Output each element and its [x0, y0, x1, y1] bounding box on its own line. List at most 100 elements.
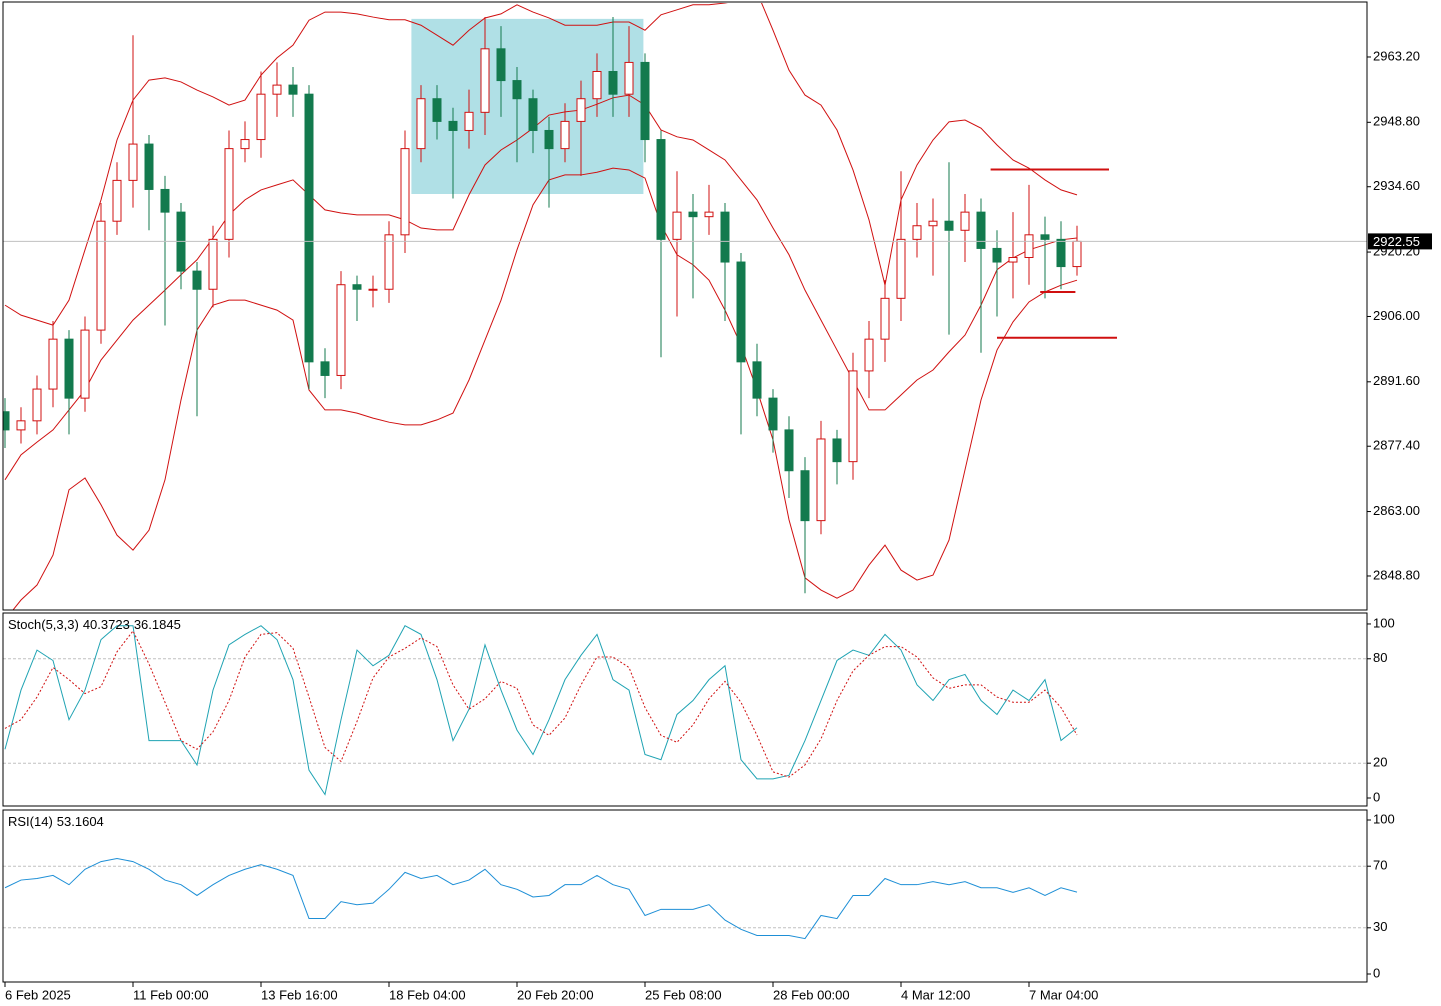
candle-body — [496, 48, 506, 82]
candle-body — [912, 225, 922, 240]
y-tick-label: 2863.00 — [1373, 503, 1420, 518]
candle-body — [864, 338, 874, 372]
band-middle — [4, 94, 1078, 481]
candle-body — [1024, 234, 1034, 259]
candle-body — [624, 61, 634, 95]
x-tick-label: 18 Feb 04:00 — [389, 987, 466, 1002]
candle-body — [944, 220, 954, 231]
x-tick-label: 11 Feb 00:00 — [133, 987, 209, 1002]
indicator-value: 53.1604 — [57, 814, 104, 829]
candle-body — [288, 84, 298, 95]
x-tick-label: 28 Feb 00:00 — [773, 987, 850, 1002]
candle-body — [512, 80, 522, 100]
candle-body — [320, 361, 330, 376]
candle-body — [896, 238, 906, 299]
candle-body — [464, 111, 474, 131]
candle-body — [1040, 234, 1050, 240]
y-tick-label: 2920.20 — [1373, 243, 1420, 258]
y-tick-label: 2934.60 — [1373, 178, 1420, 193]
candle-body — [960, 211, 970, 231]
candle-body — [576, 98, 586, 122]
candle-body — [720, 211, 730, 263]
candle-body — [640, 61, 650, 141]
indicator-value: 40.3723 — [83, 617, 130, 632]
y-tick-label: 70 — [1373, 858, 1387, 873]
x-tick-label: 7 Mar 04:00 — [1029, 987, 1098, 1002]
candle-body — [1072, 240, 1082, 268]
indicator-value: RSI(14) — [8, 814, 53, 829]
candle-body — [656, 139, 666, 240]
panel-border — [2, 809, 1368, 983]
y-tick-label: 100 — [1373, 615, 1395, 630]
indicator-value: Stoch(5,3,3) — [8, 617, 79, 632]
candle-body — [608, 70, 618, 95]
candle-body — [832, 438, 842, 463]
y-tick-label: 0 — [1373, 965, 1380, 980]
candle-body — [16, 420, 26, 431]
plot-area — [3, 625, 1367, 796]
price-box — [1368, 233, 1432, 250]
indicator-value: 36.1845 — [134, 617, 181, 632]
candle-body — [208, 238, 218, 290]
candle-body — [192, 270, 202, 290]
x-tick-label: 13 Feb 16:00 — [261, 987, 338, 1002]
x-tick-label: 20 Feb 20:00 — [517, 987, 594, 1002]
panel-border — [2, 612, 1368, 807]
band-lower — [12, 167, 1078, 610]
candle-body — [400, 148, 410, 236]
candle-body — [224, 148, 234, 240]
candle-body — [416, 98, 426, 150]
candle-body — [352, 284, 362, 290]
indicator-title: RSI(14) 53.1604 — [8, 814, 104, 829]
candle-body — [592, 70, 602, 100]
candle-body — [432, 98, 442, 122]
candle-body — [144, 143, 154, 190]
candle-body — [336, 284, 346, 376]
candle-body — [752, 361, 762, 399]
candle-body — [784, 429, 794, 472]
candle-body — [560, 120, 570, 150]
candle-body — [800, 470, 810, 522]
y-tick-label: 20 — [1373, 755, 1387, 770]
candle-body — [992, 247, 1002, 263]
y-tick-label: 2906.00 — [1373, 308, 1420, 323]
y-tick-label: 30 — [1373, 919, 1387, 934]
candle-body — [928, 220, 938, 227]
candle-body — [480, 48, 490, 113]
candle-body — [528, 98, 538, 131]
indicator-line — [4, 629, 1078, 778]
candle-body — [704, 211, 714, 218]
x-tick-label: 6 Feb 2025 — [5, 987, 71, 1002]
x-tick-label: 4 Mar 12:00 — [901, 987, 970, 1002]
candle-body — [240, 139, 250, 150]
y-tick-label: 2877.40 — [1373, 438, 1420, 453]
y-tick-label: 100 — [1373, 811, 1395, 826]
candle-body — [112, 179, 122, 222]
plot-area — [3, 3, 1117, 610]
candle-body — [848, 370, 858, 463]
candle-body — [384, 234, 394, 290]
x-tick-label: 25 Feb 08:00 — [645, 987, 722, 1002]
band-upper — [4, 3, 1078, 326]
candle-body — [48, 338, 58, 390]
indicator-line — [4, 857, 1078, 940]
price-label: 2922.55 — [1373, 234, 1420, 249]
indicator-line — [4, 625, 1078, 796]
candle-body — [768, 397, 778, 431]
candle-body — [160, 188, 170, 213]
candle-body — [272, 84, 282, 95]
candle-body — [688, 211, 698, 218]
candle-body — [3, 411, 10, 431]
candle-body — [1056, 238, 1066, 268]
candle-body — [736, 261, 746, 363]
candle-body — [304, 93, 314, 363]
candle-body — [880, 297, 890, 340]
candle-body — [80, 329, 90, 399]
candle-body — [672, 211, 682, 240]
candle-body — [448, 120, 458, 131]
y-tick-label: 80 — [1373, 650, 1387, 665]
candle-body — [128, 143, 138, 181]
panel-border — [2, 1, 1368, 611]
